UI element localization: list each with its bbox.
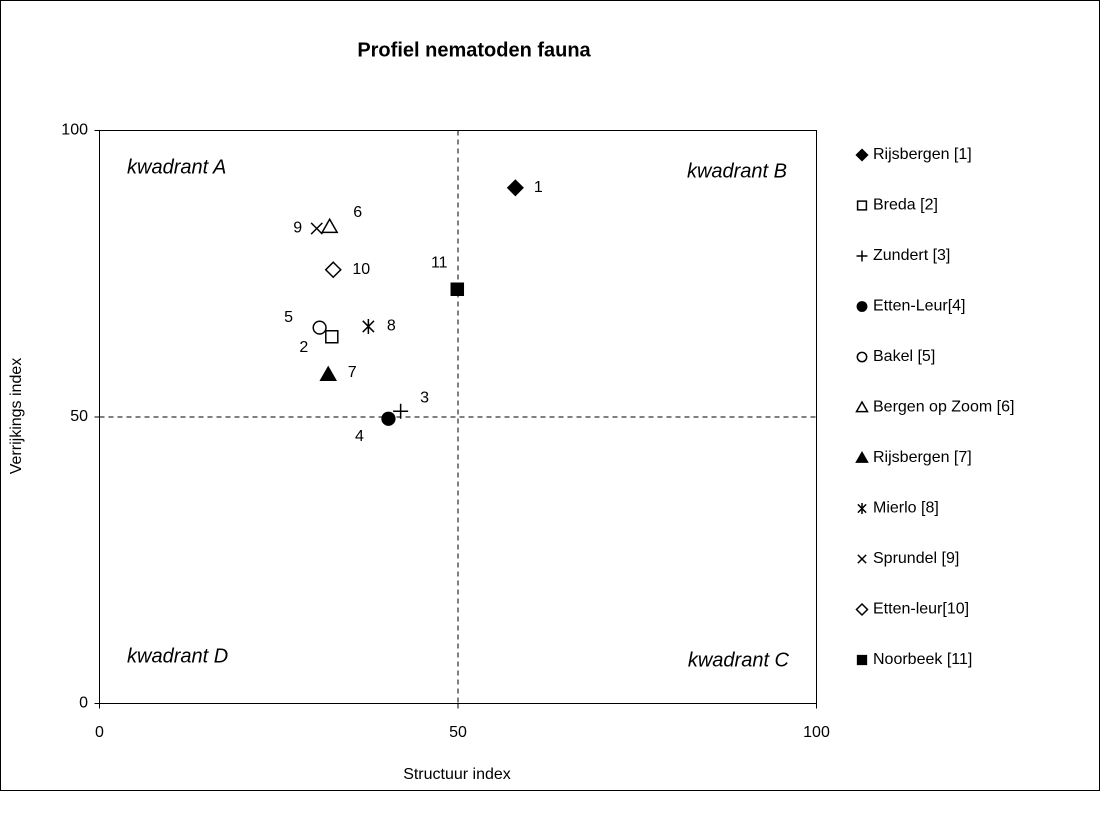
marker	[450, 282, 465, 296]
legend-swatch	[856, 654, 868, 666]
marker	[393, 403, 409, 419]
marker	[362, 318, 375, 334]
point-label: 4	[355, 428, 364, 445]
point-label: 10	[352, 261, 370, 278]
y-tick-label: 100	[61, 122, 88, 139]
legend-label: Etten-leur[10]	[873, 601, 969, 618]
chart-title: Profiel nematoden fauna	[357, 39, 591, 61]
y-tick-label: 0	[79, 695, 88, 712]
quadrant-label: kwadrant D	[127, 645, 228, 667]
point-label: 1	[534, 179, 543, 196]
legend-swatch	[855, 450, 869, 463]
legend-swatch	[856, 351, 868, 363]
legend-swatch	[856, 200, 868, 211]
marker	[325, 330, 339, 344]
marker	[381, 411, 396, 426]
legend-swatch	[855, 602, 869, 617]
legend-label: Noorbeek [11]	[873, 651, 972, 668]
marker	[506, 179, 524, 197]
marker	[310, 222, 323, 235]
x-tick-label: 50	[449, 724, 467, 741]
point-label: 2	[299, 339, 308, 356]
x-axis-title: Structuur index	[403, 766, 511, 783]
point-label: 3	[420, 389, 429, 406]
legend-swatch	[856, 301, 868, 312]
legend-label: Zundert [3]	[873, 247, 950, 264]
legend-label: Bergen op Zoom [6]	[873, 399, 1014, 416]
legend-label: Rijsbergen [1]	[873, 146, 972, 163]
quadrant-label: kwadrant C	[688, 649, 790, 671]
legend-label: Breda [2]	[873, 197, 938, 214]
legend-label: Rijsbergen [7]	[873, 449, 972, 466]
legend-label: Mierlo [8]	[873, 500, 939, 517]
legend-label: Bakel [5]	[873, 348, 935, 365]
y-tick-label: 50	[70, 408, 88, 425]
chart-frame	[0, 0, 1100, 791]
x-tick-label: 0	[95, 724, 104, 741]
x-tick-label: 100	[803, 724, 830, 741]
point-label: 6	[353, 204, 362, 221]
quadrant-label: kwadrant A	[127, 156, 226, 178]
point-label: 5	[284, 309, 293, 326]
legend-label: Sprundel [9]	[873, 550, 959, 567]
point-label: 9	[293, 220, 302, 237]
point-label: 8	[387, 318, 396, 335]
legend-swatch	[857, 554, 867, 564]
marker	[320, 217, 339, 234]
point-label: 7	[348, 364, 357, 381]
legend-swatch	[855, 148, 869, 162]
point-label: 11	[431, 254, 448, 271]
marker	[312, 320, 327, 335]
legend-swatch	[856, 250, 868, 262]
legend-label: Etten-Leur[4]	[873, 298, 966, 315]
legend-swatch	[855, 400, 869, 413]
marker	[319, 365, 338, 381]
quadrant-label: kwadrant B	[687, 160, 787, 182]
marker	[324, 261, 342, 279]
legend-swatch	[857, 503, 867, 514]
y-axis-title: Verrijkings index	[8, 358, 25, 475]
